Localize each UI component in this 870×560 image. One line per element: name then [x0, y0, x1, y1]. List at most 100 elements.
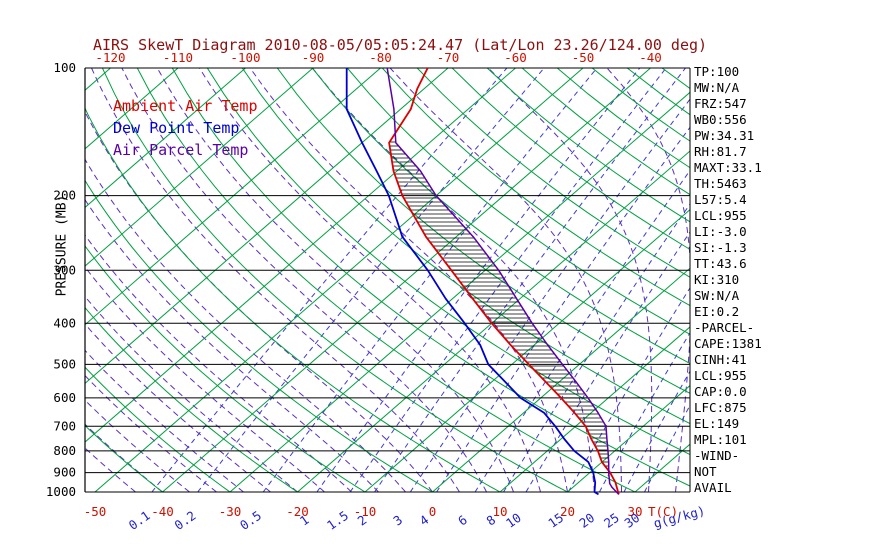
tick-label: 400 [53, 315, 76, 330]
tick-label: 800 [53, 443, 76, 458]
moist-adiabat-line [85, 266, 325, 492]
tick-label: 1 [297, 512, 312, 529]
tick-label: -100 [230, 50, 260, 65]
stat-line: SW:N/A [694, 288, 740, 303]
mixing-ratio-line [436, 126, 690, 492]
tick-label: 1.5 [324, 508, 351, 533]
tick-label: 0.1 [126, 508, 153, 533]
tick-label: -80 [369, 50, 392, 65]
dry-adiabat-line [101, 68, 568, 492]
tick-label: 30 [621, 510, 642, 531]
tick-label: T(C) [648, 504, 678, 519]
isotherm-line [85, 68, 449, 385]
dry-adiabat-line [276, 68, 690, 394]
isotherm-line [85, 68, 179, 150]
isotherm-line [364, 208, 690, 492]
pressure-axis-label: PRESSURE (MB) [54, 194, 70, 297]
tick-label: 100 [53, 60, 76, 75]
isotherm-line [162, 68, 651, 492]
stat-line: TH:5463 [694, 176, 747, 191]
mixing-ratio-line [525, 231, 690, 492]
tick-label: -40 [639, 50, 662, 65]
stat-line: CINH:41 [694, 352, 747, 367]
tick-label: -40 [151, 504, 174, 519]
stats-panel: TP:100 MW:N/A FRZ:547 WB0:556 PW:34.31 RH:81.… [694, 64, 762, 496]
isotherm-line [229, 91, 690, 492]
stat-line: MAXT:33.1 [694, 160, 762, 175]
dry-adiabat-line [346, 68, 690, 335]
tick-label: 3 [390, 512, 405, 529]
temperature-curve [388, 68, 620, 495]
tick-label: 700 [53, 418, 76, 433]
dry-adiabats [85, 68, 690, 492]
tick-label: 20 [560, 504, 575, 519]
moist-adiabat-line [91, 68, 460, 492]
moist-adiabat-line [121, 68, 487, 492]
pressure-gridlines [85, 67, 690, 493]
mixing-ratio-line [197, 68, 545, 492]
stat-line: RH:81.7 [694, 144, 747, 159]
stat-line: MW:N/A [694, 80, 740, 95]
legend-item-2: Air Parcel Temp [113, 141, 249, 159]
mixing-ratio-line [316, 68, 641, 492]
tick-label: 6 [455, 512, 470, 529]
tick-label: -20 [286, 504, 309, 519]
stat-line: L57:5.4 [694, 192, 747, 207]
tick-label: 10 [503, 510, 524, 531]
isotherm-lines [0, 68, 690, 492]
moist-adiabat-line [156, 68, 514, 492]
tick-label: 500 [53, 356, 76, 371]
dry-adiabat-line [206, 68, 690, 456]
stat-line: AVAIL [694, 480, 732, 495]
legend-item-0: Ambient Air Temp [113, 97, 258, 115]
isotherm-line [0, 68, 43, 492]
stat-line: LI:-3.0 [694, 224, 747, 239]
dry-adiabat-line [136, 68, 636, 492]
stat-line: LCL:955 [694, 208, 747, 223]
tick-label: 15 [545, 510, 566, 531]
tick-label: -70 [437, 50, 460, 65]
chart-title: AIRS SkewT Diagram 2010-08-05/05:05:24.4… [92, 36, 708, 54]
isotherm-line [297, 150, 690, 492]
isotherm-line [567, 384, 690, 492]
stat-line: FRZ:547 [694, 96, 747, 111]
stat-line: PW:34.31 [694, 128, 755, 143]
tick-label: -50 [84, 504, 107, 519]
moist-adiabat-line [85, 323, 271, 492]
tick-label: 0 [429, 504, 437, 519]
stat-line: WB0:556 [694, 112, 747, 127]
mixing-ratio-line [262, 68, 598, 492]
axis-tick-labels: -120 -110 -100 -90 -80 -70 -60 -50 -401002003004… [46, 50, 707, 533]
tick-label: -50 [572, 50, 595, 65]
stat-line: CAPE:1381 [694, 336, 762, 351]
tick-label: 30 [627, 504, 642, 519]
stat-line: LFC:875 [694, 400, 747, 415]
moist-adiabat-line [85, 158, 406, 492]
tick-label: 600 [53, 390, 76, 405]
moist-adiabat-line [606, 68, 690, 492]
mixing-ratio-line [567, 287, 690, 492]
stat-line: MPL:101 [694, 432, 747, 447]
moist-adiabat-line [487, 68, 653, 492]
tick-label: 200 [53, 188, 76, 203]
stat-line: -PARCEL- [694, 320, 755, 335]
tick-label: 20 [576, 510, 597, 531]
stat-line: EI:0.2 [694, 304, 740, 319]
parcel-curve [386, 68, 620, 495]
tick-label: 300 [53, 262, 76, 277]
tick-label: -60 [504, 50, 527, 65]
dry-adiabat-line [85, 424, 163, 492]
tick-label: -90 [302, 50, 325, 65]
moist-adiabat-line [198, 68, 541, 492]
dry-adiabat-line [486, 68, 690, 223]
moist-adiabat-line [85, 198, 379, 492]
dry-adiabat-line [381, 68, 690, 307]
moist-adiabat-line [249, 68, 568, 492]
stat-line: TT:43.6 [694, 256, 747, 271]
stat-line: TP:100 [694, 64, 740, 79]
dewpoint-curve [345, 68, 599, 496]
dry-adiabat-line [85, 179, 433, 492]
sounding-curves [345, 68, 620, 496]
